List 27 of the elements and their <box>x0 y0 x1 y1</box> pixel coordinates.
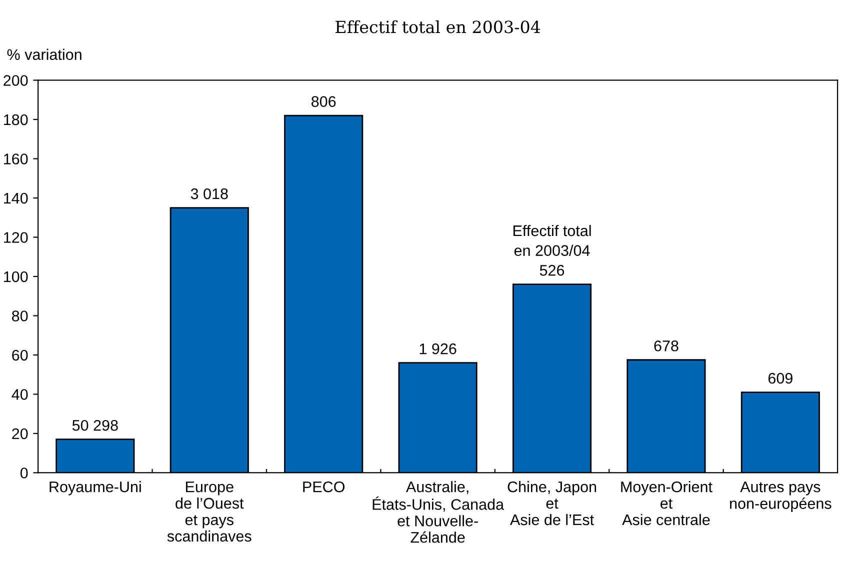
annotation: 609 <box>768 372 792 384</box>
x-tick-label: Europe de l’Ouest et pays scandinaves <box>167 482 252 542</box>
x-tick-label: Moyen-Orient et Asie centrale <box>621 481 712 526</box>
x-tick-label: Chine, Japon et Asie de l’Est <box>508 481 596 526</box>
y-tick-label: 180 <box>4 114 28 126</box>
chart-title: Effectif total en 2003-04 <box>336 20 540 34</box>
annotation: 806 <box>312 96 336 107</box>
annotation: 50 298 <box>72 420 118 431</box>
annotation: 3 018 <box>190 188 228 200</box>
x-tick-label: Royaume-Uni <box>50 481 141 496</box>
annotation: 1 926 <box>420 343 456 354</box>
y-tick-label: 20 <box>12 428 28 440</box>
annotation: Effectif total en 2003/04 526 <box>513 224 591 276</box>
y-tick-label: 0 <box>20 468 28 478</box>
y-tick-label: 120 <box>4 232 28 243</box>
y-tick-label: 160 <box>4 154 28 164</box>
y-axis-title: % variation <box>7 48 82 60</box>
y-tick-label: 100 <box>4 271 28 282</box>
y-tick-label: 60 <box>12 350 28 361</box>
y-tick-label: 200 <box>4 75 28 86</box>
y-tick-label: 80 <box>12 310 28 322</box>
x-tick-label: Australie, États-Unis, Canada et Nouvelle- Zélande <box>372 481 504 543</box>
x-tick-label: PECO <box>303 481 345 492</box>
y-tick-label: 140 <box>4 192 28 204</box>
x-tick-label: Autres pays non-européens <box>730 482 832 512</box>
y-tick-label: 40 <box>12 389 28 400</box>
annotation: 678 <box>654 340 678 352</box>
